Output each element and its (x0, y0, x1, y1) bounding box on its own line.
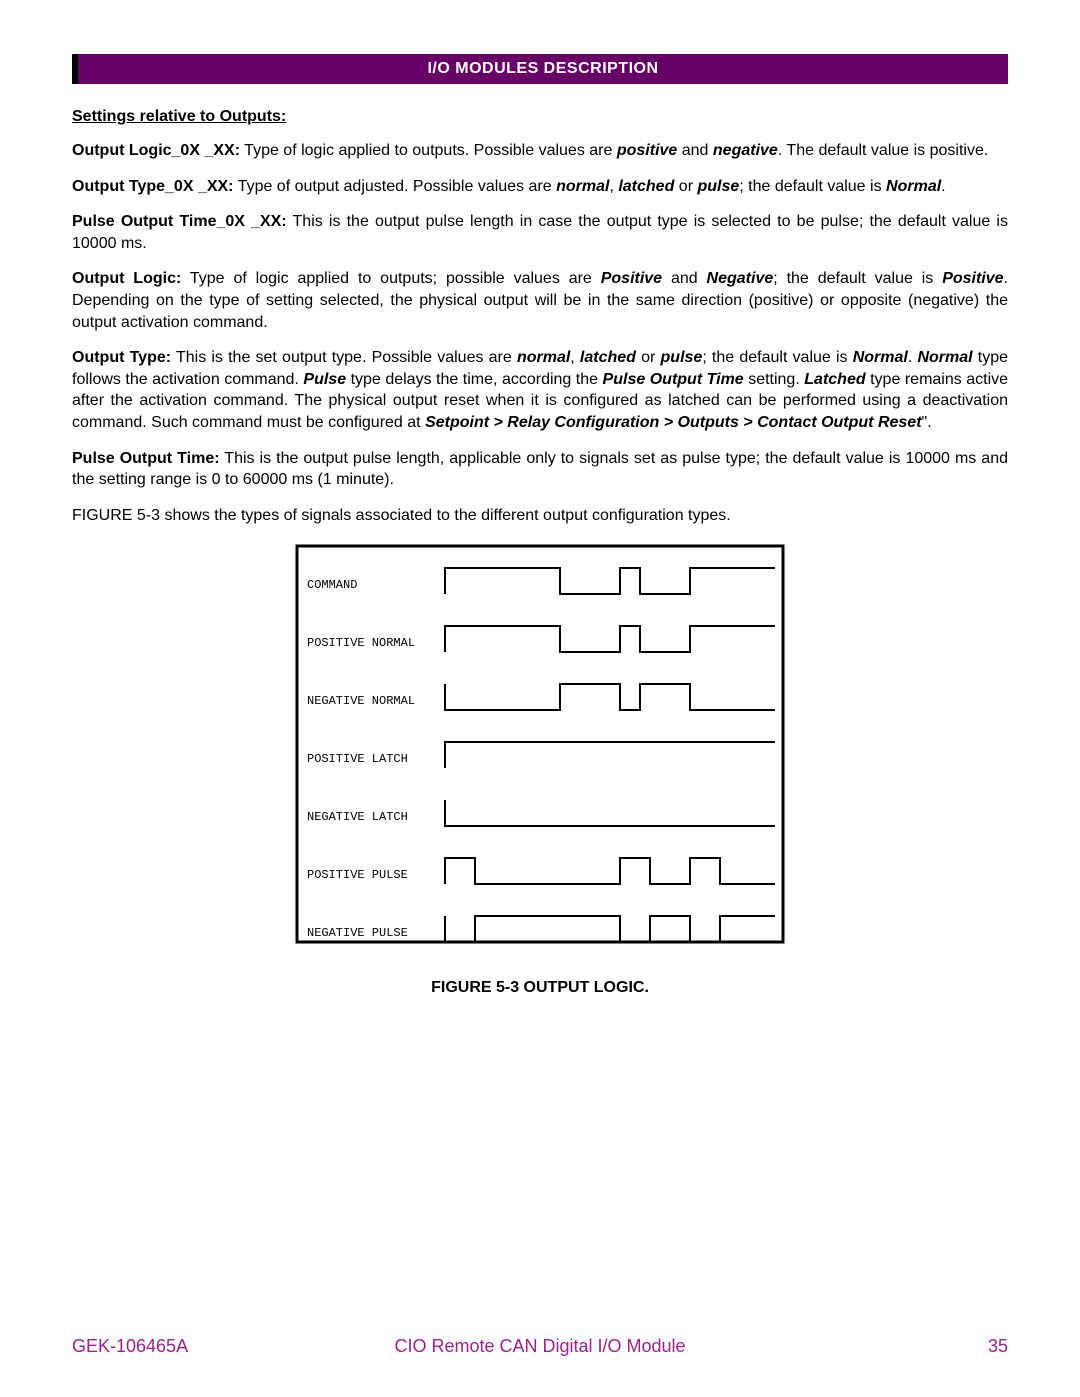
text: or (636, 349, 661, 366)
paragraph-output-logic-xx: Output Logic_0X _XX: Type of logic appli… (72, 140, 1008, 162)
paragraph-output-type-xx: Output Type_0X _XX: Type of output adjus… (72, 176, 1008, 198)
kw: Latched (804, 371, 865, 388)
paragraph-figure-ref: FIGURE 5-3 shows the types of signals as… (72, 505, 1008, 527)
section-header-title: I/O MODULES DESCRIPTION (427, 60, 658, 77)
footer-doc-title: CIO Remote CAN Digital I/O Module (72, 1336, 1008, 1357)
text: Type of logic applied to outputs. Possib… (240, 142, 617, 159)
kw: normal (517, 349, 570, 366)
figure-caption: FIGURE 5-3 OUTPUT LOGIC. (295, 979, 785, 997)
paragraph-output-logic: Output Logic: Type of logic applied to o… (72, 268, 1008, 333)
lead: Output Type: (72, 349, 171, 366)
kw: Pulse Output Time (603, 371, 744, 388)
kw: Negative (707, 270, 774, 287)
kw: pulse (661, 349, 703, 366)
kw: Positive (601, 270, 662, 287)
text: and (662, 270, 706, 287)
svg-text:COMMAND: COMMAND (307, 578, 357, 592)
svg-text:POSITIVE LATCH: POSITIVE LATCH (307, 752, 408, 766)
figure-output-logic: COMMAND POSITIVE NORMAL NEGATIVE NORMAL POS… (295, 544, 785, 997)
text: , (609, 178, 618, 195)
kw: Positive (942, 270, 1003, 287)
svg-text:NEGATIVE PULSE: NEGATIVE PULSE (307, 926, 408, 940)
text: FIGURE 5-3 shows the types of signals as… (72, 507, 731, 524)
kw: Normal (917, 349, 972, 366)
kw: negative (713, 142, 778, 159)
settings-subheading: Settings relative to Outputs: (72, 108, 1008, 126)
text: Type of logic applied to outputs; possib… (181, 270, 600, 287)
text: This is the set output type. Possible va… (171, 349, 517, 366)
section-header-bar: I/O MODULES DESCRIPTION (72, 54, 1008, 84)
text: or (674, 178, 697, 195)
timing-diagram: COMMAND POSITIVE NORMAL NEGATIVE NORMAL POS… (295, 544, 785, 944)
text: . The default value is positive. (778, 142, 989, 159)
page: I/O MODULES DESCRIPTION Settings relativ… (0, 0, 1080, 1397)
kw: Pulse (303, 371, 346, 388)
text: ". (922, 414, 932, 431)
text: , (570, 349, 580, 366)
kw: Normal (886, 178, 941, 195)
text: ; the default value is (702, 349, 852, 366)
text: Type of output adjusted. Possible values… (234, 178, 557, 195)
lead: Output Type_0X _XX: (72, 178, 234, 195)
text: . (941, 178, 945, 195)
text: ; the default value is (739, 178, 886, 195)
kw: positive (617, 142, 677, 159)
text: setting. (744, 371, 805, 388)
svg-text:POSITIVE NORMAL: POSITIVE NORMAL (307, 636, 415, 650)
page-footer: GEK-106465A CIO Remote CAN Digital I/O M… (72, 1336, 1008, 1357)
text: and (677, 142, 713, 159)
lead: Output Logic: (72, 270, 181, 287)
kw: latched (580, 349, 636, 366)
svg-text:NEGATIVE NORMAL: NEGATIVE NORMAL (307, 694, 415, 708)
kw: normal (556, 178, 609, 195)
kw: pulse (697, 178, 739, 195)
svg-text:NEGATIVE LATCH: NEGATIVE LATCH (307, 810, 408, 824)
text: ; the default value is (773, 270, 942, 287)
kw: Setpoint > Relay Configuration > Outputs… (425, 414, 921, 431)
lead: Pulse Output Time: (72, 450, 220, 467)
kw: Normal (853, 349, 908, 366)
lead: Output Logic_0X _XX: (72, 142, 240, 159)
text: type delays the time, according the (346, 371, 602, 388)
lead: Pulse Output Time_0X _XX: (72, 213, 287, 230)
paragraph-output-type: Output Type: This is the set output type… (72, 347, 1008, 433)
svg-text:POSITIVE PULSE: POSITIVE PULSE (307, 868, 408, 882)
kw: latched (618, 178, 674, 195)
paragraph-pulse-output-time: Pulse Output Time: This is the output pu… (72, 448, 1008, 491)
paragraph-pulse-output-time-xx: Pulse Output Time_0X _XX: This is the ou… (72, 211, 1008, 254)
